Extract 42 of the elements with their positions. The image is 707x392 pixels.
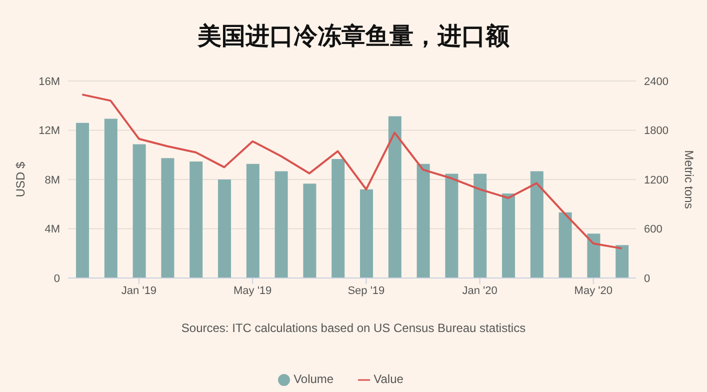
bar xyxy=(530,171,544,278)
bar xyxy=(76,122,89,278)
bar xyxy=(132,144,146,278)
bar xyxy=(218,180,231,278)
bar xyxy=(416,164,430,278)
bar xyxy=(246,164,260,278)
bar xyxy=(190,161,203,278)
x-tick-label: Sep '19 xyxy=(348,284,385,297)
bar xyxy=(502,193,515,278)
bar xyxy=(104,118,118,278)
y-tick-label: 16M xyxy=(38,76,60,88)
y2-tick-label: 2400 xyxy=(644,76,668,88)
y2-axis-title: Metric tons xyxy=(682,150,696,209)
source-note: Sources: ITC calculations based on US Census Bureau statistics xyxy=(180,321,527,335)
bar xyxy=(274,171,288,278)
x-tick-label: May '20 xyxy=(574,284,612,297)
x-tick-label: Jan '20 xyxy=(462,284,498,297)
legend-label: Value xyxy=(374,372,404,386)
bar xyxy=(587,234,600,278)
bar xyxy=(332,158,345,278)
line-series xyxy=(81,94,623,250)
chart-title: 美国进口冷冻章鱼量，进口额 xyxy=(196,22,510,52)
legend-label: Volume xyxy=(294,372,334,386)
y-tick-label: 8M xyxy=(44,174,60,186)
y-tick-label: 12M xyxy=(38,125,60,138)
y2-tick-label: 1800 xyxy=(644,125,668,138)
y-tick-label: 4M xyxy=(44,224,60,236)
bar xyxy=(303,184,316,278)
y-tick-label: 0 xyxy=(54,272,60,285)
bar xyxy=(474,174,487,278)
y2-tick-label: 600 xyxy=(644,224,662,236)
x-tick-label: May '19 xyxy=(234,284,272,297)
y2-tick-label: 0 xyxy=(644,272,650,285)
bar xyxy=(445,174,458,278)
bar xyxy=(616,245,629,278)
y-axis-title: USD $ xyxy=(13,162,28,198)
bar xyxy=(388,116,402,278)
bar xyxy=(360,189,373,278)
bar xyxy=(161,158,174,278)
bar xyxy=(558,212,572,278)
x-tick-label: Jan '19 xyxy=(121,284,157,297)
y2-tick-label: 1200 xyxy=(644,174,668,186)
